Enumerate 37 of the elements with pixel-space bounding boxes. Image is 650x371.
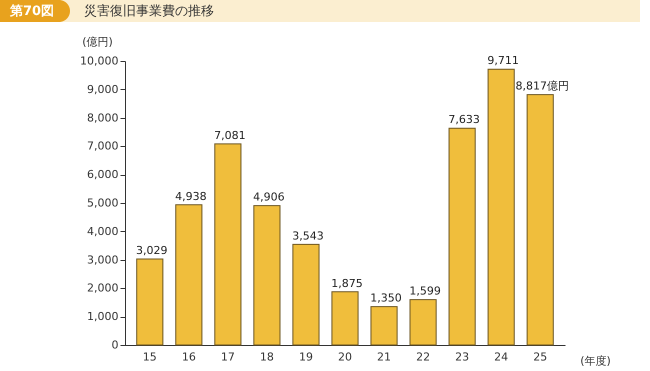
y-tick-label: 4,000 bbox=[87, 224, 118, 238]
y-tick-label: 6,000 bbox=[87, 168, 118, 182]
chart-title: 災害復旧事業費の推移 bbox=[84, 3, 214, 19]
text: 第70図 bbox=[9, 4, 54, 19]
data-label: 1,350 bbox=[370, 292, 402, 305]
y-tick-label: 1,000 bbox=[87, 310, 118, 324]
x-tick-label: 23 bbox=[455, 350, 470, 364]
data-label: 7,633 bbox=[448, 113, 480, 126]
x-tick-label: 20 bbox=[338, 350, 352, 364]
y-tick-label: 8,000 bbox=[87, 111, 118, 124]
y-tick-label: 0 bbox=[112, 338, 118, 352]
x-tick-label: 18 bbox=[260, 350, 274, 364]
y-tick-label: 5,000 bbox=[87, 196, 118, 210]
data-label: 4,906 bbox=[253, 190, 285, 204]
y-tick-label: 10,000 bbox=[80, 54, 118, 68]
y-axis-title: (億円) bbox=[82, 36, 113, 48]
data-label: 1,875 bbox=[331, 276, 363, 290]
x-tick-label: 21 bbox=[377, 350, 392, 364]
x-tick-label: 17 bbox=[220, 350, 235, 364]
data-label: 7,081 bbox=[214, 128, 246, 142]
x-tick-label: 19 bbox=[298, 350, 313, 364]
data-label: 8,817億円 bbox=[515, 80, 569, 93]
y-tick-label: 2,000 bbox=[87, 282, 118, 295]
y-tick-label: 7,000 bbox=[87, 140, 118, 153]
data-label: 3,029 bbox=[136, 244, 168, 257]
x-axis-title: (年度) bbox=[580, 354, 611, 368]
x-tick-label: 24 bbox=[494, 350, 508, 364]
x-tick-label: 15 bbox=[142, 350, 157, 364]
x-tick-label: 16 bbox=[182, 350, 196, 364]
x-tick-label: 22 bbox=[416, 350, 430, 364]
y-tick-label: 9,000 bbox=[87, 82, 118, 96]
x-tick-label: 25 bbox=[533, 350, 548, 364]
y-tick-label: 3,000 bbox=[87, 253, 118, 266]
data-label: 1,599 bbox=[409, 284, 441, 298]
data-label: 4,938 bbox=[175, 190, 207, 203]
data-label: 3,543 bbox=[292, 229, 324, 242]
data-label: 9,711 bbox=[487, 54, 519, 68]
